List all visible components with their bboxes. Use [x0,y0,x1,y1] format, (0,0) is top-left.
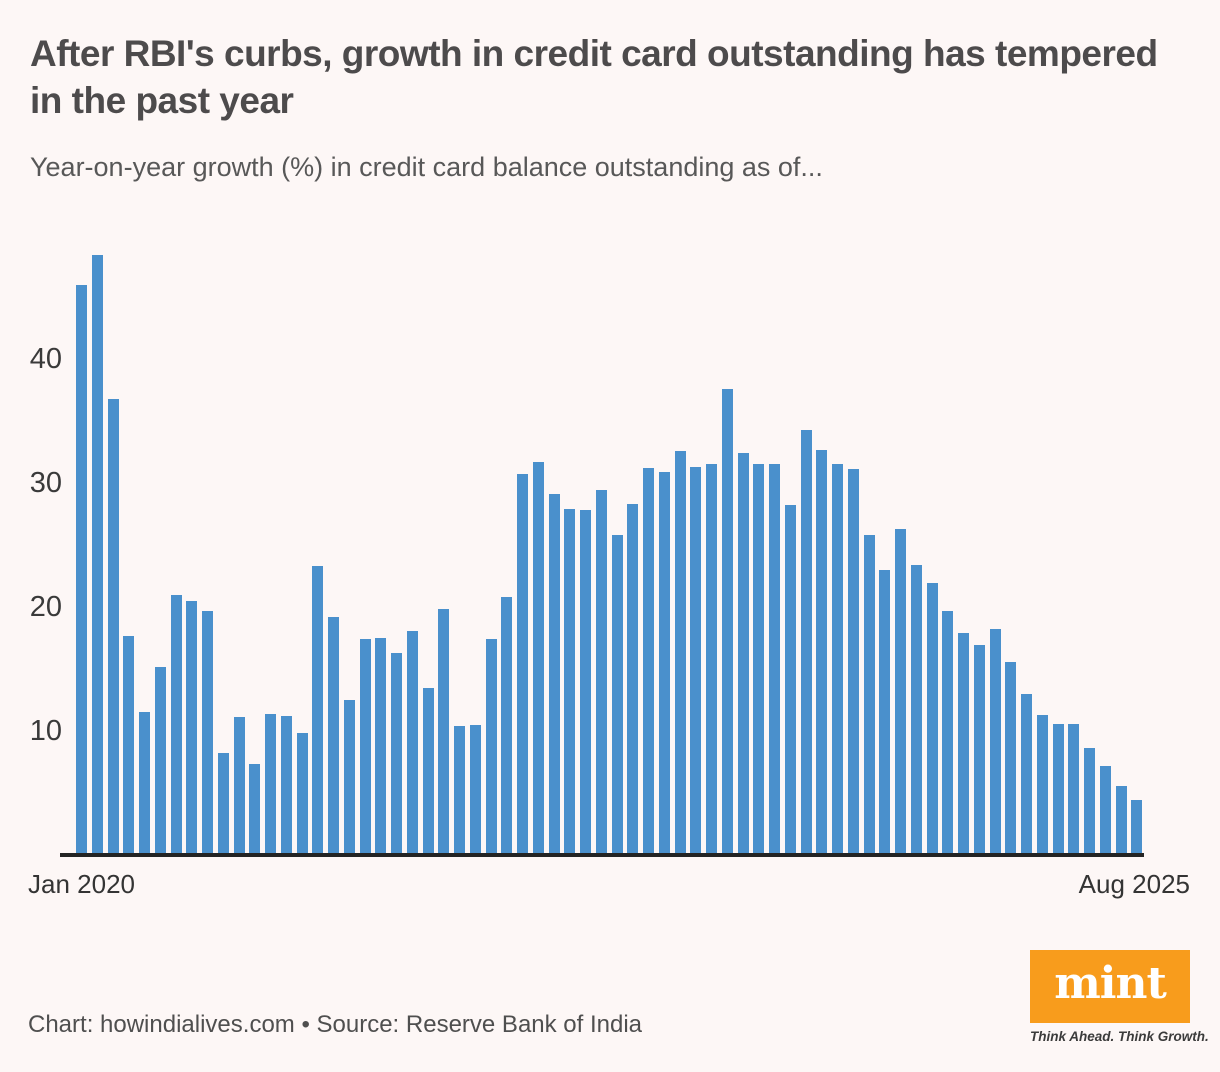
bar [202,610,213,855]
bar [343,700,355,855]
bar [406,630,418,855]
bar [958,633,969,855]
bar [879,569,891,855]
mint-logo: mint [1030,950,1190,1023]
bar [375,638,387,855]
bar [249,764,261,855]
bar [753,464,765,855]
bar [1099,765,1111,855]
bar [800,429,812,855]
bar [359,639,371,855]
bar [973,645,985,855]
bar [595,490,607,855]
bar [611,535,623,855]
bar [517,474,528,855]
bar [832,464,843,855]
bar [422,687,434,855]
chart-title: After RBI's curbs, growth in credit card… [30,33,1158,121]
bar [989,629,1001,855]
bar [485,639,497,855]
bar [737,453,749,855]
x-axis-end-label: Aug 2025 [1078,869,1190,899]
bar [895,528,906,855]
bar [469,724,481,855]
bar [643,468,654,855]
y-axis-tick-label: 20 [29,591,62,623]
bar [942,610,954,855]
bar [721,388,733,855]
bar [706,464,717,855]
bar [170,594,182,855]
x-axis-start-label: Jan 2020 [28,869,135,899]
bar [580,510,591,855]
bar [123,635,135,855]
bar [1068,723,1080,855]
bar [690,466,702,855]
bar [784,505,796,855]
bar [847,469,859,855]
bar [816,449,828,855]
y-axis-tick-label: 10 [29,715,62,747]
mint-tagline: Think Ahead. Think Growth. [1030,1029,1209,1044]
bar [548,494,560,855]
bar [438,609,450,855]
bar [139,712,150,855]
bar [233,717,245,855]
x-axis-line [60,853,1144,857]
y-axis-tick-label: 40 [29,343,62,375]
bar [674,450,686,855]
bar [76,284,87,855]
y-axis-tick-label: 30 [29,467,62,499]
bar [107,398,119,855]
bar [910,564,922,855]
bar [564,509,576,855]
bar [1021,693,1032,855]
bar [280,716,292,855]
bar [658,471,670,855]
bar [391,652,402,855]
bar [501,597,513,855]
bar [1052,723,1064,855]
chart-subtitle: Year-on-year growth (%) in credit card b… [30,152,823,182]
bar [328,616,339,855]
source-credit: Chart: howindialives.com • Source: Reser… [28,1011,643,1038]
bar [532,461,544,855]
bar [154,666,166,855]
bar [1005,661,1017,855]
bar [926,583,938,855]
bar [454,726,465,855]
bar [627,504,639,855]
bar [265,713,276,855]
bar [1131,800,1143,855]
bar [1084,748,1095,855]
bar [217,753,229,855]
bar [296,733,308,855]
bar [91,254,103,855]
bar [863,535,875,855]
mint-logo-text: mint [1054,957,1167,1009]
bar [1115,785,1127,855]
bar [769,464,780,855]
bar [1036,714,1048,855]
bar [186,600,198,855]
bar [312,566,324,855]
